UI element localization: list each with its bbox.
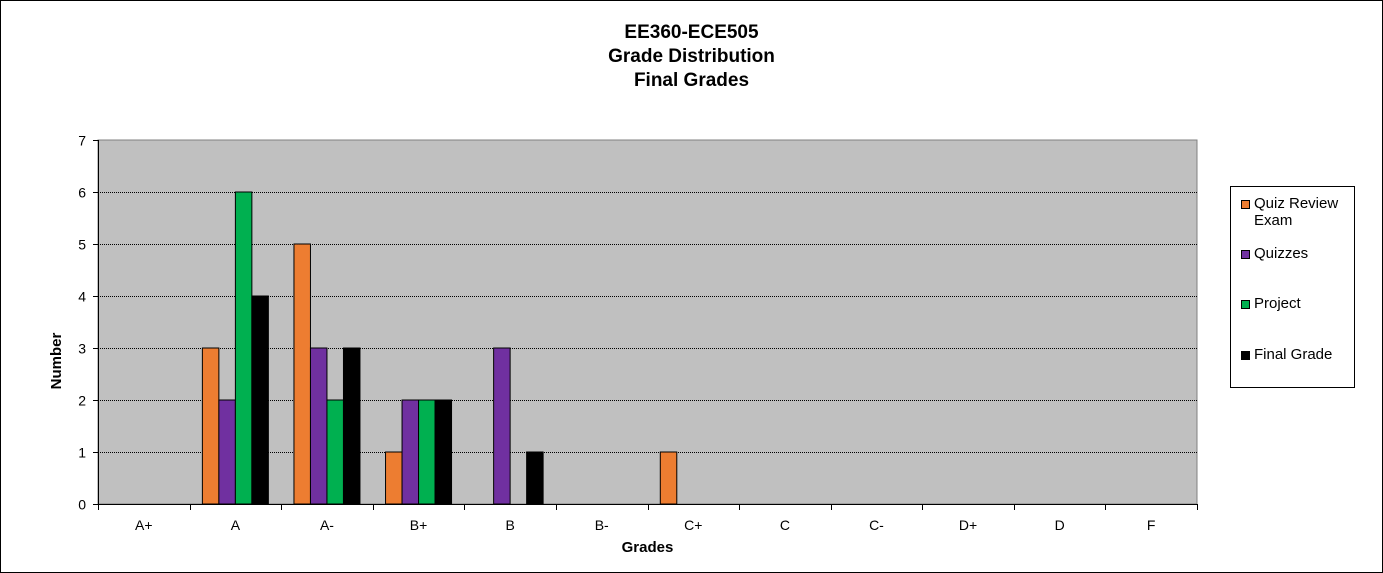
legend-item-project: Project — [1241, 295, 1350, 312]
x-tick-label: A — [231, 517, 241, 533]
bar — [385, 451, 403, 505]
plot-area — [97, 139, 1198, 505]
chart-legend: Quiz Review Exam Quizzes Project Final G… — [1230, 186, 1355, 388]
bar — [342, 347, 361, 505]
legend-label-quiz-review-exam: Quiz Review Exam — [1254, 195, 1339, 229]
bar — [526, 451, 544, 505]
bar — [493, 347, 511, 505]
x-tick-label: C- — [869, 517, 884, 533]
legend-label-final-grade: Final Grade — [1254, 346, 1333, 363]
bar — [309, 347, 328, 505]
bar — [401, 399, 420, 505]
legend-label-project: Project — [1254, 295, 1301, 312]
bar — [659, 451, 678, 505]
bar — [418, 399, 436, 505]
legend-swatch-quiz-review-exam — [1241, 200, 1250, 209]
legend-swatch-project — [1241, 300, 1250, 309]
y-tick-label: 4 — [78, 289, 86, 305]
legend-item-quiz-review-exam: Quiz Review Exam — [1241, 195, 1350, 229]
y-tick-label: 3 — [78, 341, 86, 357]
x-tick-label: C+ — [684, 517, 702, 533]
x-tick-label: B — [505, 517, 514, 533]
x-tick-label: D — [1055, 517, 1065, 533]
bar — [201, 347, 220, 505]
x-tick-label: C — [780, 517, 790, 533]
x-tick-label: A+ — [135, 517, 153, 533]
y-axis-title: Number — [48, 333, 65, 390]
x-axis-title: Grades — [622, 539, 674, 556]
x-tick-label: D+ — [959, 517, 977, 533]
bar — [326, 399, 344, 505]
x-tick-label: B- — [595, 517, 609, 533]
y-tick-label: 1 — [78, 445, 86, 461]
legend-swatch-final-grade — [1241, 351, 1250, 360]
legend-item-quizzes: Quizzes — [1241, 245, 1350, 262]
legend-item-final-grade: Final Grade — [1241, 346, 1350, 363]
chart-title-line-2: Grade Distribution — [608, 46, 775, 67]
y-tick-label: 5 — [78, 237, 86, 253]
bar — [234, 191, 253, 505]
y-tick-label: 7 — [78, 133, 86, 149]
y-tick-label: 2 — [78, 393, 86, 409]
bar — [434, 399, 453, 505]
bar — [293, 243, 311, 505]
bar — [251, 295, 269, 505]
chart-title-line-1: EE360-ECE505 — [624, 22, 759, 43]
legend-swatch-quizzes — [1241, 250, 1250, 259]
x-tick-label: F — [1147, 517, 1156, 533]
y-tick-label: 6 — [78, 185, 86, 201]
legend-label-quizzes: Quizzes — [1254, 245, 1309, 262]
y-tick-label: 0 — [78, 497, 86, 513]
x-tick-label: B+ — [410, 517, 428, 533]
x-tick-label: A- — [320, 517, 334, 533]
chart-title-line-3: Final Grades — [633, 70, 750, 91]
bar — [218, 399, 236, 505]
